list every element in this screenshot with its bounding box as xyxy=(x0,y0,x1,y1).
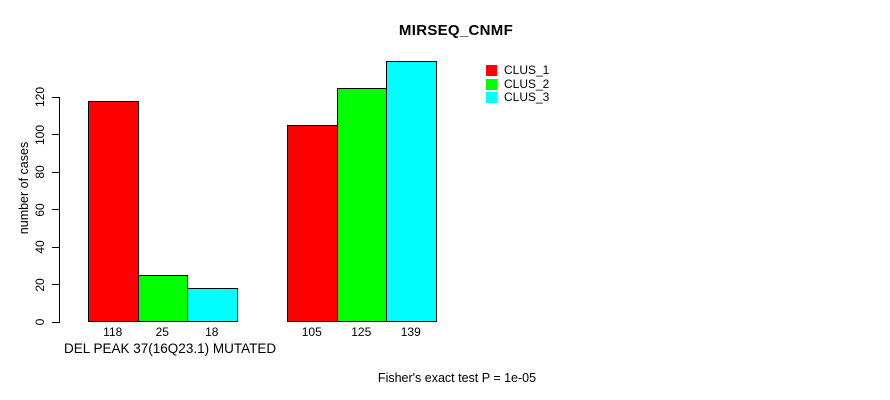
footnote: Fisher's exact test P = 1e-05 xyxy=(377,371,537,385)
y-axis-tick xyxy=(52,209,60,210)
y-axis-tick xyxy=(52,321,60,323)
y-axis-tick xyxy=(52,246,60,248)
legend-color-swatch xyxy=(486,91,497,103)
y-axis-tick-label: 60 xyxy=(33,202,47,217)
bar-clus_3-group2 xyxy=(386,61,437,322)
legend-color-swatch xyxy=(486,65,497,77)
legend-item: CLUS_3 xyxy=(486,89,550,104)
bar-value-label: 125 xyxy=(351,325,372,339)
bar-value-label: 18 xyxy=(205,325,219,339)
legend-label: CLUS_3 xyxy=(504,89,550,104)
chart-title: MIRSEQ_CNMF xyxy=(398,22,514,39)
bar-clus_1-group2 xyxy=(287,125,338,322)
bar-clus_1-group1 xyxy=(88,100,139,322)
y-axis-tick-label: 20 xyxy=(33,277,47,292)
legend: CLUS_1 CLUS_2 CLUS_3 xyxy=(486,64,549,104)
legend-label: CLUS_2 xyxy=(504,76,550,91)
y-axis-tick xyxy=(52,284,60,285)
y-axis-tick xyxy=(52,134,60,135)
bar-value-label: 139 xyxy=(400,325,421,339)
legend-item: CLUS_2 xyxy=(486,77,549,90)
y-axis-tick-label: 40 xyxy=(33,240,47,254)
bar-value-label: 105 xyxy=(301,325,322,339)
y-axis-tick-label: 0 xyxy=(33,318,47,326)
legend-item: CLUS_1 xyxy=(486,64,549,77)
bar-value-label: 118 xyxy=(103,325,123,339)
y-axis-tick-label: 120 xyxy=(33,86,47,108)
y-axis-tick-label: 100 xyxy=(33,124,47,145)
x-axis-label: DEL PEAK 37(16Q23.1) MUTATED xyxy=(64,341,277,356)
y-axis-tick-label: 80 xyxy=(33,165,47,179)
bar-clus_2-group1 xyxy=(137,275,188,322)
y-axis-tick xyxy=(52,171,60,173)
bar-clus_3-group1 xyxy=(187,288,238,322)
y-axis-tick xyxy=(52,96,60,98)
bar-clus_2-group2 xyxy=(336,87,387,322)
legend-color-swatch xyxy=(486,78,497,90)
legend-label: CLUS_1 xyxy=(504,63,550,78)
bar-value-label: 25 xyxy=(155,325,169,339)
